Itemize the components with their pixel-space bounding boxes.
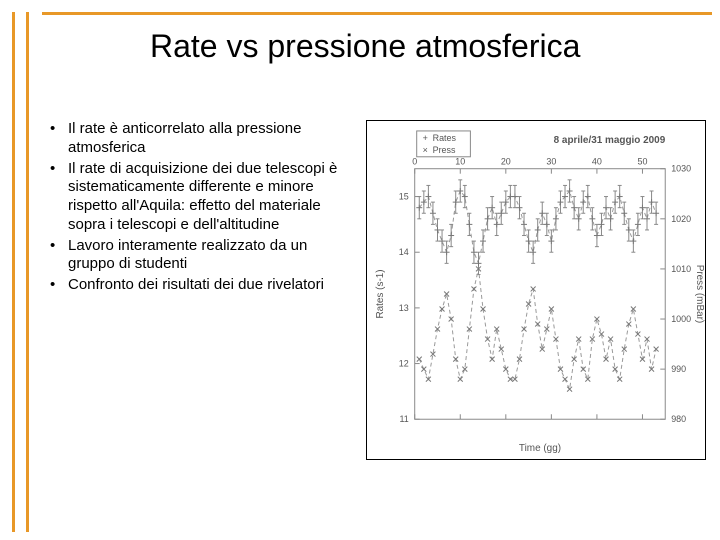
svg-text:8 aprile/31 maggio 2009: 8 aprile/31 maggio 2009 xyxy=(554,135,666,146)
bullet-icon: • xyxy=(48,120,68,139)
svg-text:40: 40 xyxy=(592,157,602,167)
bullet-text: Confronto dei risultati dei due rivelato… xyxy=(68,276,358,295)
svg-text:Press: Press xyxy=(433,145,456,155)
list-item: • Lavoro interamente realizzato da un gr… xyxy=(48,237,358,275)
svg-text:×: × xyxy=(423,145,428,155)
svg-text:+: + xyxy=(423,133,428,143)
slide-title: Rate vs pressione atmosferica xyxy=(150,28,700,65)
svg-text:990: 990 xyxy=(671,364,686,374)
svg-text:1010: 1010 xyxy=(671,264,691,274)
slide-border-top xyxy=(42,12,712,15)
rate-pressure-chart: +Rates×Press8 aprile/31 maggio 200901020… xyxy=(366,120,706,460)
svg-text:30: 30 xyxy=(546,157,556,167)
bullet-text: Il rate di acquisizione dei due telescop… xyxy=(68,160,358,235)
bullet-icon: • xyxy=(48,276,68,295)
list-item: • Il rate di acquisizione dei due telesc… xyxy=(48,160,358,235)
bullet-list: • Il rate è anticorrelato alla pressione… xyxy=(48,120,358,295)
list-item: • Confronto dei risultati dei due rivela… xyxy=(48,276,358,295)
svg-text:13: 13 xyxy=(399,303,409,313)
svg-text:Rates (s-1): Rates (s-1) xyxy=(375,269,386,318)
slide-border-left-inner xyxy=(26,12,29,532)
bullet-icon: • xyxy=(48,160,68,179)
svg-text:20: 20 xyxy=(501,157,511,167)
bullet-list-container: • Il rate è anticorrelato alla pressione… xyxy=(48,120,358,297)
bullet-icon: • xyxy=(48,237,68,256)
svg-text:1020: 1020 xyxy=(671,214,691,224)
svg-text:1000: 1000 xyxy=(671,314,691,324)
svg-text:Press (mBar): Press (mBar) xyxy=(694,265,705,324)
svg-text:11: 11 xyxy=(399,414,408,424)
svg-text:50: 50 xyxy=(637,157,647,167)
svg-text:14: 14 xyxy=(399,247,409,257)
slide-border-left-outer xyxy=(12,12,15,532)
svg-text:12: 12 xyxy=(399,359,409,369)
bullet-text: Il rate è anticorrelato alla pressione a… xyxy=(68,120,358,158)
svg-text:10: 10 xyxy=(455,157,465,167)
svg-text:Rates: Rates xyxy=(433,133,457,143)
svg-text:980: 980 xyxy=(671,414,686,424)
svg-text:15: 15 xyxy=(399,192,409,202)
svg-text:Time (gg): Time (gg) xyxy=(519,443,561,454)
list-item: • Il rate è anticorrelato alla pressione… xyxy=(48,120,358,158)
svg-text:1030: 1030 xyxy=(671,164,691,174)
bullet-text: Lavoro interamente realizzato da un grup… xyxy=(68,237,358,275)
chart-svg: +Rates×Press8 aprile/31 maggio 200901020… xyxy=(367,121,705,459)
svg-text:0: 0 xyxy=(412,157,417,167)
